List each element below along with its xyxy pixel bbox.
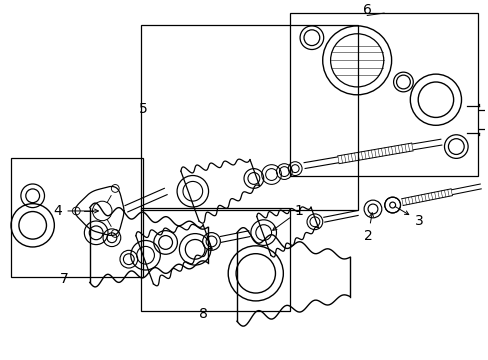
Text: 2: 2	[363, 213, 373, 243]
Text: 7: 7	[60, 272, 68, 286]
Text: 8: 8	[199, 307, 207, 321]
Text: 4: 4	[54, 204, 98, 218]
Text: 5: 5	[139, 102, 147, 116]
Bar	[141, 26, 357, 210]
Bar	[290, 13, 477, 176]
Bar	[141, 208, 290, 311]
Text: 1: 1	[272, 204, 303, 230]
Text: 3: 3	[394, 207, 423, 228]
Text: 6: 6	[362, 3, 371, 17]
Bar	[11, 158, 143, 277]
